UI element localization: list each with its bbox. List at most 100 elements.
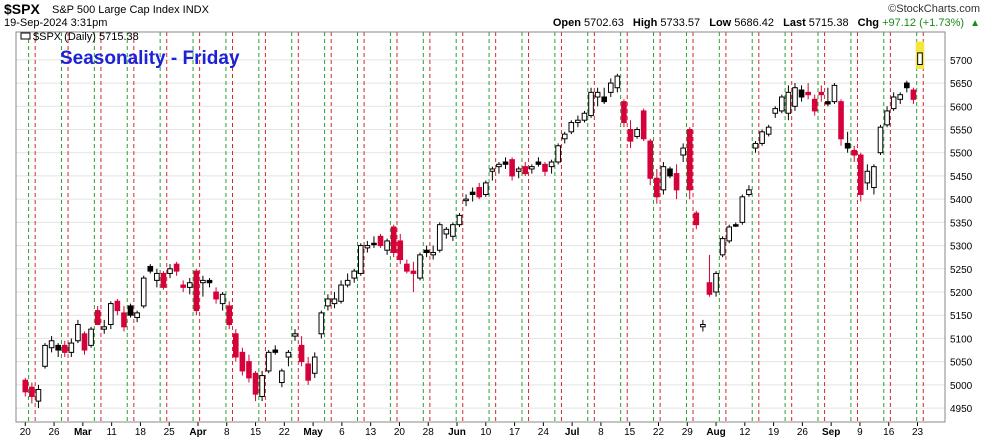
candle: [476, 182, 483, 200]
candle: [450, 222, 456, 241]
x-tick-label: 9: [857, 427, 863, 438]
candle-body: [818, 91, 825, 96]
candle: [377, 233, 384, 248]
candle: [233, 329, 239, 362]
legend-text: $SPX (Daily) 5715.38: [33, 31, 139, 43]
candle-body: [101, 326, 108, 330]
candle: [48, 336, 55, 353]
candle-body: [496, 163, 502, 168]
candle-body: [272, 349, 279, 353]
candle: [219, 292, 226, 311]
candle-body: [377, 235, 384, 247]
candle-body: [654, 177, 660, 198]
candle: [654, 168, 660, 204]
candle-body: [693, 212, 700, 226]
candle: [173, 261, 180, 276]
candle: [897, 92, 904, 104]
candle-body: [779, 96, 785, 112]
candle: [864, 164, 871, 190]
candle-body: [568, 122, 575, 133]
candle-body: [621, 101, 627, 124]
candle-body: [42, 344, 48, 367]
candle-body: [364, 245, 371, 249]
candle: [594, 87, 601, 107]
candle-body: [456, 214, 463, 226]
candle-body: [298, 344, 305, 363]
candle-body: [680, 147, 686, 156]
candle: [311, 352, 318, 378]
candle: [915, 41, 925, 69]
candle: [706, 254, 713, 297]
candle-body: [614, 75, 621, 89]
candle-body: [239, 351, 246, 372]
candle: [634, 127, 640, 139]
candle: [259, 370, 265, 402]
candle: [318, 310, 325, 339]
candle: [75, 319, 81, 344]
candle-body: [206, 279, 213, 284]
candle-body: [529, 166, 535, 170]
candle-body: [713, 272, 719, 293]
candle: [364, 240, 371, 253]
candle: [640, 108, 647, 142]
candle: [443, 227, 450, 239]
candle: [844, 131, 851, 153]
candle-body: [910, 89, 917, 100]
candle: [746, 185, 752, 197]
candle-body: [35, 389, 42, 402]
candle-layer: [22, 41, 925, 409]
candle-body: [548, 161, 555, 168]
candle: [101, 319, 108, 334]
candle: [357, 243, 364, 276]
candle: [88, 326, 94, 348]
x-tick-label: 24: [538, 427, 550, 438]
symbol-label: $SPX: [4, 1, 40, 17]
candle-body: [765, 126, 772, 135]
candle: [890, 92, 897, 111]
candle: [680, 143, 686, 162]
candle: [469, 187, 476, 202]
candle-body: [502, 161, 509, 165]
candle: [436, 222, 443, 253]
candle-body: [404, 263, 410, 272]
x-tick-label: 8: [598, 427, 604, 438]
candle: [713, 271, 719, 297]
candle-body: [259, 375, 265, 397]
candle-body: [542, 163, 548, 172]
up-arrow-icon: ▲: [970, 18, 980, 29]
x-tick-label: 20: [394, 427, 406, 438]
candle: [542, 162, 548, 176]
candle: [765, 124, 772, 137]
y-tick-label: 5200: [950, 288, 973, 299]
candle: [61, 340, 68, 357]
y-tick-label: 5100: [950, 334, 973, 345]
candle: [252, 370, 259, 402]
candle-body: [917, 52, 923, 65]
y-tick-label: 5500: [950, 149, 973, 160]
candle: [489, 166, 496, 181]
candle-body: [200, 279, 206, 284]
candle: [877, 124, 884, 156]
y-tick-label: 4950: [950, 404, 973, 415]
candle: [798, 85, 805, 102]
candle: [463, 194, 469, 207]
candle: [186, 278, 193, 295]
candle-body: [450, 224, 456, 237]
candle: [160, 271, 167, 290]
candle-body: [673, 173, 680, 191]
candle: [42, 343, 48, 369]
candle-body: [371, 242, 377, 246]
candle-body: [785, 91, 792, 114]
candle-body: [233, 333, 239, 358]
candle-body: [246, 361, 252, 379]
y-tick-label: 5250: [950, 265, 973, 276]
chg-value: +97.12 (+1.73%): [882, 17, 965, 29]
x-tick-label: Mar: [74, 427, 92, 438]
candle: [68, 338, 75, 357]
candle: [772, 106, 779, 118]
candle: [838, 99, 844, 146]
candle: [805, 83, 811, 100]
candle-body: [607, 82, 614, 93]
candle-body: [252, 372, 259, 395]
x-tick-label: 23: [912, 427, 924, 438]
